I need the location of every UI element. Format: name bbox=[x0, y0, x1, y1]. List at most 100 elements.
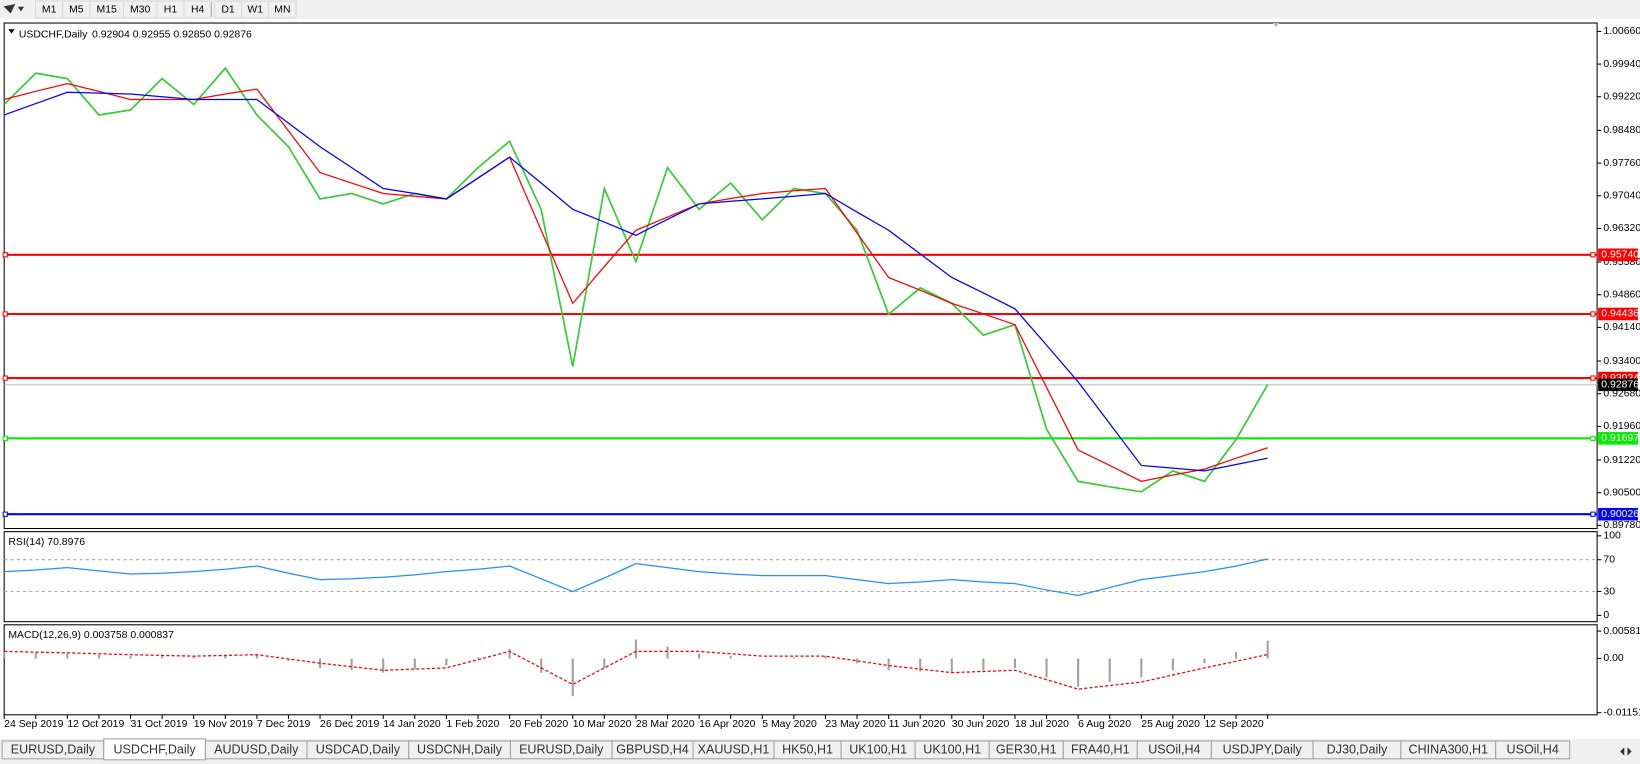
x-tick-label: 26 Dec 2019 bbox=[320, 719, 379, 730]
level-handle[interactable] bbox=[2, 252, 8, 258]
indicator-line bbox=[3, 91, 1268, 472]
button-label: H1 bbox=[164, 5, 178, 16]
y-tick-label: 0.99940 bbox=[1603, 59, 1640, 70]
level-handle[interactable] bbox=[1590, 511, 1596, 517]
button-label: M1 bbox=[42, 5, 57, 16]
chart-tab[interactable]: AUDUSD,Daily bbox=[204, 740, 308, 760]
price-label: 0.95740 bbox=[1601, 250, 1639, 261]
tab-label: EURUSD,Daily bbox=[11, 743, 96, 757]
level-handle[interactable] bbox=[1590, 435, 1596, 441]
y-tick-label: 0.96320 bbox=[1603, 223, 1640, 234]
chart-tab[interactable]: HK50,H1 bbox=[773, 740, 842, 760]
timeframe-button[interactable]: M30 bbox=[122, 0, 158, 19]
level-handle[interactable] bbox=[2, 511, 8, 517]
y-tick-label: 0.98480 bbox=[1603, 125, 1640, 136]
chart-tab[interactable]: USDCAD,Daily bbox=[306, 740, 410, 760]
x-tick-label: 31 Oct 2019 bbox=[131, 719, 188, 730]
chart-tab[interactable]: EURUSD,Daily bbox=[1, 740, 105, 760]
y-tick-label: 100 bbox=[1603, 531, 1621, 542]
quote: 0.92904 0.92955 0.92850 0.92876 bbox=[92, 29, 252, 40]
chart-tab[interactable]: FRA40,H1 bbox=[1062, 740, 1138, 760]
y-tick-label: 0.97040 bbox=[1603, 191, 1640, 202]
level-handle[interactable] bbox=[2, 375, 8, 381]
y-tick-label: 0.91960 bbox=[1603, 421, 1640, 432]
tab-label: UK100,H1 bbox=[849, 743, 907, 757]
timeframe-button[interactable]: MN bbox=[268, 0, 297, 19]
y-tick-label: 0.99220 bbox=[1603, 92, 1640, 103]
chart-tab[interactable]: USDCHF,Daily bbox=[103, 738, 206, 761]
button-label: M30 bbox=[130, 5, 151, 16]
indicator-line bbox=[4, 558, 1268, 597]
y-tick-label: -0.011514 bbox=[1603, 707, 1640, 718]
x-tick-label: 7 Dec 2019 bbox=[257, 719, 311, 730]
indicator-line bbox=[3, 66, 1269, 493]
chart-tab[interactable]: XAUUSD,H1 bbox=[692, 740, 775, 760]
x-tick-label: 14 Jan 2020 bbox=[383, 719, 441, 730]
timeframe-button[interactable]: H4 bbox=[183, 0, 212, 19]
level-handle[interactable] bbox=[2, 311, 8, 317]
button-label: D1 bbox=[221, 5, 235, 16]
tab-label: GBPUSD,H4 bbox=[616, 743, 689, 757]
tab-label: FRA40,H1 bbox=[1071, 743, 1130, 757]
timeframe-button[interactable]: M15 bbox=[89, 0, 124, 19]
x-tick-label: 30 Jun 2020 bbox=[952, 719, 1010, 730]
price-label-bg bbox=[1598, 507, 1638, 521]
button-face bbox=[268, 0, 297, 19]
price-label: 0.94436 bbox=[1601, 309, 1639, 320]
x-tick-label: 18 Jul 2020 bbox=[1015, 719, 1069, 730]
chart-tab[interactable]: CHINA300,H1 bbox=[1400, 740, 1497, 760]
chart-tab[interactable]: GER30,H1 bbox=[988, 740, 1064, 760]
y-tick-label: 0.89780 bbox=[1603, 520, 1640, 531]
tab-face bbox=[1495, 740, 1571, 760]
tab-label: GER30,H1 bbox=[996, 743, 1057, 757]
y-tick-label: 0.97760 bbox=[1603, 158, 1640, 169]
panel-title: USDCHF,Daily bbox=[19, 29, 88, 40]
chart-tab[interactable]: USDJPY,Daily bbox=[1210, 740, 1314, 760]
y-tick-label: 0.90500 bbox=[1603, 487, 1640, 498]
tab-label: USOil,H4 bbox=[1148, 743, 1200, 757]
timeframe-button[interactable]: W1 bbox=[241, 0, 270, 19]
chart-tab[interactable]: UK100,H1 bbox=[914, 740, 990, 760]
cursor-tool[interactable] bbox=[3, 3, 24, 14]
price-label: 0.91697 bbox=[1601, 433, 1639, 444]
price-label: 0.93024 bbox=[1601, 373, 1639, 384]
y-tick-label: 0.92680 bbox=[1603, 388, 1640, 399]
tab-label: USDCNH,Daily bbox=[417, 743, 503, 757]
y-tick-label: 0.94140 bbox=[1603, 322, 1640, 333]
x-tick-label: 24 Sep 2019 bbox=[4, 719, 63, 730]
level-handle[interactable] bbox=[1590, 252, 1596, 258]
shift-marker bbox=[1272, 23, 1280, 28]
timeframe-button[interactable]: M1 bbox=[35, 0, 64, 19]
tab-label: HK50,H1 bbox=[782, 743, 833, 757]
timeframe-button[interactable]: H1 bbox=[156, 0, 185, 19]
chart-tab[interactable]: USOil,H4 bbox=[1495, 740, 1571, 760]
chart-tab[interactable]: USOil,H4 bbox=[1136, 740, 1212, 760]
y-tick-label: 30 bbox=[1603, 586, 1615, 597]
chart-tab[interactable]: GBPUSD,H4 bbox=[611, 740, 694, 760]
tab-label: DJ30,Daily bbox=[1327, 743, 1388, 757]
level-handle[interactable] bbox=[2, 435, 8, 441]
timeframe-button[interactable]: M5 bbox=[62, 0, 91, 19]
button-label: W1 bbox=[247, 5, 263, 16]
tab-label: USDJPY,Daily bbox=[1223, 743, 1303, 757]
chart-tab[interactable]: EURUSD,Daily bbox=[509, 740, 613, 760]
y-tick-label: 0.91220 bbox=[1603, 455, 1640, 466]
y-tick-label: 0.94860 bbox=[1603, 289, 1640, 300]
x-tick-label: 6 Aug 2020 bbox=[1078, 719, 1131, 730]
level-handle[interactable] bbox=[1590, 311, 1596, 317]
level-handle[interactable] bbox=[1590, 375, 1596, 381]
chart-tab[interactable]: USDCNH,Daily bbox=[408, 740, 511, 760]
chart-tab[interactable]: UK100,H1 bbox=[840, 740, 916, 760]
timeframe-button[interactable]: D1 bbox=[213, 0, 243, 19]
chart-tab[interactable]: DJ30,Daily bbox=[1312, 740, 1402, 760]
price-label-bg bbox=[1598, 432, 1638, 445]
x-tick-label: 12 Oct 2019 bbox=[67, 719, 124, 730]
collapse-arrow[interactable] bbox=[8, 29, 15, 34]
indicator-line bbox=[4, 82, 1268, 482]
y-tick-label: 0.00 bbox=[1603, 653, 1624, 664]
x-tick-label: 23 May 2020 bbox=[825, 719, 886, 730]
tab-scroll[interactable] bbox=[1620, 747, 1632, 756]
tab-label: XAUUSD,H1 bbox=[698, 743, 770, 757]
y-tick-label: 1.00660 bbox=[1603, 26, 1640, 37]
